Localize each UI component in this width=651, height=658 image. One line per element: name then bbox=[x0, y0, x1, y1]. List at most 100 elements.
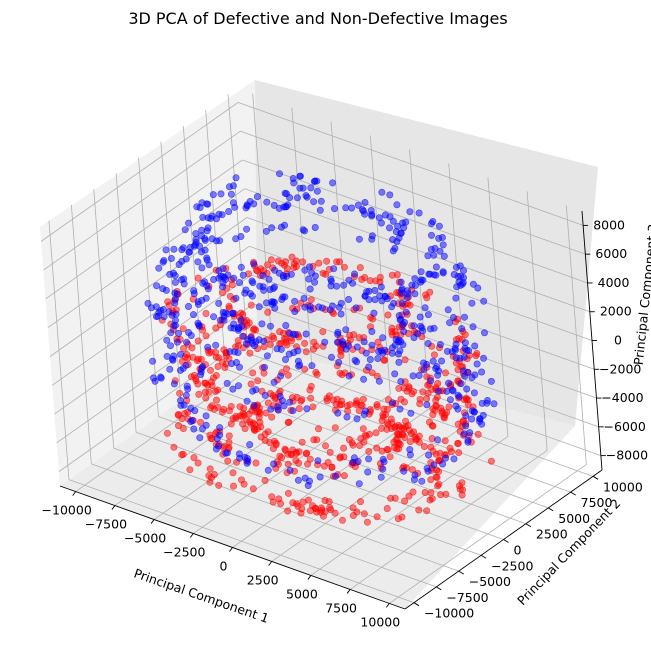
scatter-point-red bbox=[408, 390, 416, 398]
scatter-point-blue bbox=[153, 282, 161, 290]
scatter-point-red bbox=[386, 453, 394, 461]
scatter-point-red bbox=[295, 405, 303, 413]
scatter-point-blue bbox=[446, 396, 454, 404]
scatter-point-red bbox=[372, 429, 380, 437]
scatter-point-blue bbox=[389, 399, 397, 407]
z-tick-label: −2000 bbox=[599, 361, 641, 376]
y-tick-mark bbox=[458, 570, 464, 575]
z-tick-label: −4000 bbox=[601, 390, 643, 405]
scatter-point-red bbox=[306, 507, 314, 515]
scatter-point-red bbox=[304, 496, 312, 504]
scatter-point-red bbox=[225, 407, 233, 415]
scatter-point-red bbox=[428, 495, 436, 503]
scatter-point-red bbox=[170, 443, 178, 451]
scatter-point-blue bbox=[371, 286, 379, 294]
scatter-point-blue bbox=[375, 214, 383, 222]
scatter-point-red bbox=[292, 456, 300, 464]
scatter-point-red bbox=[393, 271, 401, 279]
scatter-point-blue bbox=[342, 326, 350, 334]
scatter-point-blue bbox=[452, 354, 460, 362]
scatter-point-red bbox=[270, 334, 278, 342]
scatter-point-blue bbox=[231, 348, 239, 356]
scatter-point-blue bbox=[353, 358, 361, 366]
scatter-point-blue bbox=[400, 467, 408, 475]
scatter-point-red bbox=[293, 393, 301, 401]
scatter-point-red bbox=[212, 324, 220, 332]
scatter-point-blue bbox=[468, 299, 476, 307]
scatter-point-blue bbox=[435, 222, 443, 230]
scatter-point-blue bbox=[313, 187, 321, 195]
scatter-point-blue bbox=[177, 350, 185, 358]
scatter-point-blue bbox=[184, 385, 192, 393]
scatter-point-blue bbox=[238, 322, 246, 330]
scatter-point-blue bbox=[187, 331, 195, 339]
scatter-point-blue bbox=[349, 458, 357, 466]
scatter-point-red bbox=[441, 437, 449, 445]
scatter-point-blue bbox=[391, 370, 399, 378]
scatter-point-blue bbox=[339, 340, 347, 348]
y-tick-mark bbox=[570, 491, 576, 496]
scatter-point-red bbox=[359, 395, 367, 403]
scatter-point-blue bbox=[229, 182, 237, 190]
chart-title: 3D PCA of Defective and Non-Defective Im… bbox=[128, 9, 507, 28]
x-tick-label: −2500 bbox=[163, 545, 205, 560]
z-grid-line bbox=[242, 159, 588, 284]
scatter-point-blue bbox=[302, 330, 310, 338]
scatter-point-red bbox=[390, 438, 398, 446]
scatter-point-blue bbox=[439, 241, 447, 249]
scatter-point-red bbox=[428, 385, 436, 393]
scatter-point-blue bbox=[196, 434, 204, 442]
scatter-point-red bbox=[356, 264, 364, 272]
scatter-point-red bbox=[421, 488, 429, 496]
scatter-point-blue bbox=[192, 241, 200, 249]
scatter-point-blue bbox=[426, 325, 434, 333]
scatter-point-red bbox=[422, 395, 430, 403]
x-tick-mark bbox=[150, 519, 155, 524]
scatter-point-blue bbox=[230, 324, 238, 332]
scatter-point-blue bbox=[286, 398, 294, 406]
scatter-point-red bbox=[368, 369, 376, 377]
scatter-point-blue bbox=[355, 235, 363, 243]
scatter-point-blue bbox=[307, 184, 315, 192]
scatter-point-red bbox=[266, 340, 274, 348]
scatter-point-blue bbox=[396, 316, 404, 324]
scatter-point-blue bbox=[250, 200, 258, 208]
scatter-point-red bbox=[356, 498, 364, 506]
scatter-point-blue bbox=[478, 368, 486, 376]
scatter-point-blue bbox=[450, 455, 458, 463]
scatter-point-blue bbox=[410, 334, 418, 342]
scatter-point-blue bbox=[389, 236, 397, 244]
scatter-point-blue bbox=[204, 343, 212, 351]
scatter-point-red bbox=[197, 418, 205, 426]
scatter-point-red bbox=[250, 326, 258, 334]
scatter-point-blue bbox=[348, 204, 356, 212]
scatter-point-blue bbox=[340, 281, 348, 289]
scatter-point-red bbox=[202, 379, 210, 387]
scatter-point-red bbox=[487, 457, 495, 465]
scatter-point-blue bbox=[159, 258, 167, 266]
scatter-point-blue bbox=[316, 473, 324, 481]
scatter-point-red bbox=[387, 494, 395, 502]
scatter-point-red bbox=[438, 407, 446, 415]
scatter-point-blue bbox=[209, 191, 217, 199]
scatter-point-red bbox=[458, 491, 466, 499]
scatter-point-blue bbox=[334, 328, 342, 336]
scatter-point-blue bbox=[162, 246, 170, 254]
scatter-point-blue bbox=[460, 353, 468, 361]
scatter-point-blue bbox=[443, 347, 451, 355]
scatter-point-blue bbox=[227, 190, 235, 198]
scatter-point-blue bbox=[360, 375, 368, 383]
scatter-point-blue bbox=[364, 468, 372, 476]
x-tick-mark bbox=[189, 533, 194, 538]
scatter-point-blue bbox=[423, 401, 431, 409]
scatter-point-red bbox=[340, 444, 348, 452]
scatter-point-blue bbox=[270, 298, 278, 306]
scatter-point-blue bbox=[190, 287, 198, 295]
scatter-point-red bbox=[186, 466, 194, 474]
scatter-point-blue bbox=[202, 294, 210, 302]
scatter-point-red bbox=[365, 447, 373, 455]
scatter-point-red bbox=[264, 261, 272, 269]
scatter-point-blue bbox=[192, 230, 200, 238]
scatter-point-blue bbox=[217, 190, 225, 198]
y-tick-label: −2500 bbox=[491, 558, 533, 573]
